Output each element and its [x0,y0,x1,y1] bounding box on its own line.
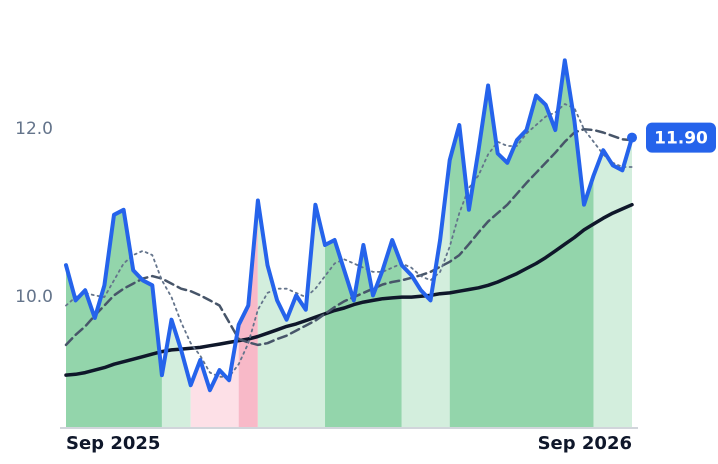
region-area [161,319,191,428]
value-label: 11.90 [654,129,708,149]
x-tick-label: Sep 2026 [538,433,632,454]
y-tick-label: 10.0 [15,287,53,307]
value-badge [646,122,716,153]
average-line [65,103,633,378]
price-line [64,58,634,393]
last-point [627,132,637,143]
x-tick-label: Sep 2025 [66,433,160,454]
region-area [593,137,632,428]
region-area [325,239,402,428]
region-area [257,200,326,428]
region-area [190,324,239,428]
region-area [66,209,162,428]
region-area [401,160,450,428]
region-area [449,60,594,428]
y-tick-label: 12.0 [15,119,53,139]
